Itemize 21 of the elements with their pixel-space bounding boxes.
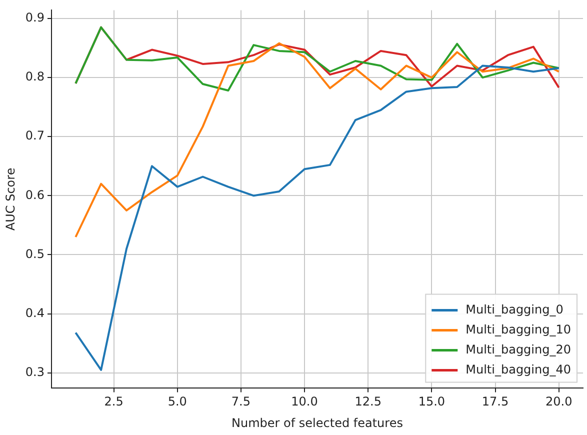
y-tick-label: 0.8	[25, 70, 44, 84]
x-axis-title: Number of selected features	[232, 416, 403, 430]
y-tick-label: 0.7	[25, 128, 44, 143]
legend-label: Multi_bagging_40	[466, 362, 572, 376]
x-tick-label: 15.0	[418, 394, 446, 409]
y-tick-label: 0.4	[25, 306, 44, 320]
y-tick-label: 0.3	[25, 364, 44, 379]
x-tick-label: 5.0	[168, 394, 187, 409]
x-tick-label: 20.0	[545, 394, 572, 409]
x-tick-label: 12.5	[354, 394, 382, 409]
y-tick-label: 0.9	[25, 10, 44, 25]
x-tick-label: 17.5	[482, 394, 509, 409]
legend-label: Multi_bagging_0	[466, 302, 564, 316]
x-tick-label: 2.5	[104, 394, 124, 409]
x-tick-label: 7.5	[231, 394, 250, 409]
legend-label: Multi_bagging_10	[466, 322, 572, 336]
y-axis-title: AUC Score	[3, 168, 18, 231]
y-tick-label: 0.6	[25, 188, 44, 202]
y-tick-label: 0.5	[25, 246, 44, 261]
x-tick-label: 10.0	[291, 394, 318, 409]
legend-label: Multi_bagging_20	[466, 342, 572, 356]
